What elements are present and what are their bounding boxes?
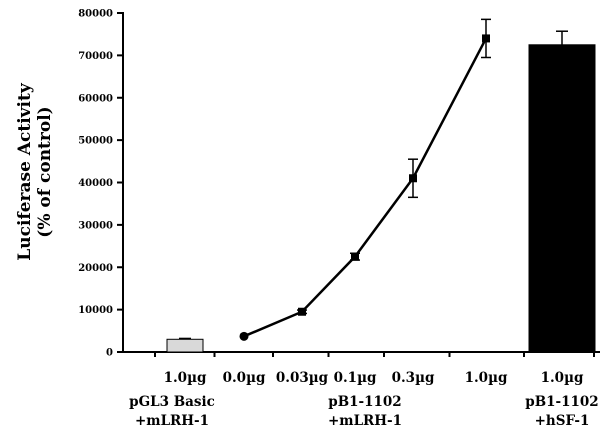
y-axis-label-line-2: (% of control): [35, 106, 55, 237]
y-tick-label: 20000: [78, 263, 113, 274]
y-ticks: 0 10000 20000 30000 40000 50000 60000 70000 8000…: [78, 9, 123, 359]
category-labels: 1.0µg 0.0µg 0.03µg 0.1µg 0.3µg 1.0µg 1.0µg: [164, 370, 584, 386]
bars: [167, 31, 595, 352]
y-axis-label-line-1: Luciferase Activity: [15, 82, 35, 261]
y-tick-label: 80000: [78, 9, 113, 20]
group-label-line-2: +hSF-1: [535, 413, 590, 429]
y-tick-label: 50000: [78, 136, 113, 147]
line-point: [351, 253, 359, 261]
group-label-line-2: +mLRH-1: [328, 413, 402, 429]
line-point: [409, 174, 417, 182]
bar: [529, 45, 595, 352]
group-label-line-1: pB1-1102: [525, 394, 598, 410]
category-label: 1.0µg: [164, 370, 207, 386]
group-label-line-2: +mLRH-1: [135, 413, 209, 429]
group-label-line-1: pGL3 Basic: [129, 394, 215, 410]
line-point: [240, 332, 249, 341]
line-path: [244, 38, 486, 336]
category-label: 0.0µg: [223, 370, 266, 386]
y-tick-label: 60000: [78, 93, 113, 104]
category-label: 0.03µg: [276, 370, 329, 386]
y-tick-label: 10000: [78, 305, 113, 316]
y-tick-label: 30000: [78, 220, 113, 231]
category-label: 1.0µg: [465, 370, 508, 386]
y-tick-label: 0: [106, 348, 113, 359]
line-series: [240, 19, 492, 340]
category-label: 1.0µg: [541, 370, 584, 386]
bar: [167, 339, 203, 352]
category-label: 0.1µg: [334, 370, 377, 386]
axes: [123, 12, 600, 352]
line-point: [482, 34, 490, 42]
y-tick-label: 40000: [78, 178, 113, 189]
line-point: [298, 308, 306, 316]
group-label-line-1: pB1-1102: [328, 394, 401, 410]
category-label: 0.3µg: [392, 370, 435, 386]
y-tick-label: 70000: [78, 51, 113, 62]
group-labels: pGL3 Basic +mLRH-1 pB1-1102 +mLRH-1 pB1-1102…: [129, 394, 599, 429]
